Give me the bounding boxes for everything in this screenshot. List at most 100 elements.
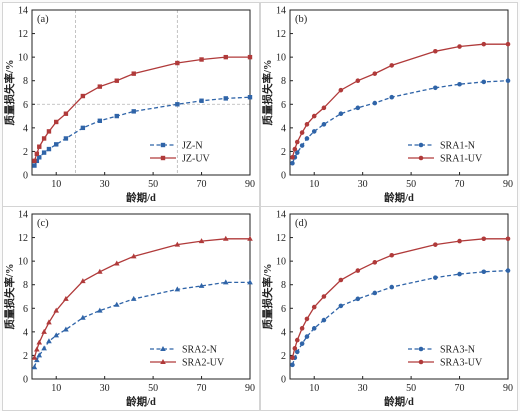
data-point-d-uv-11 <box>433 242 438 247</box>
chart-panel-d: 0 2 4 6 8 10 12 14 10 30 50 70 90 龄期/d 质量损失率/% (d) SRA3-… <box>260 206 518 411</box>
data-point-d-uv-6 <box>321 294 327 299</box>
series-d-n <box>290 268 511 368</box>
data-point-b-uv-14 <box>505 41 511 47</box>
data-point-a-uv-7 <box>80 93 86 99</box>
y-axis-label-c: 质量损失率/% <box>3 264 16 330</box>
data-point-b-n-3 <box>299 143 305 148</box>
y-tick-label-b-5: 10 <box>276 53 286 64</box>
data-point-a-uv-1 <box>34 151 40 156</box>
series-line-c-n <box>33 281 250 368</box>
data-point-a-n-2 <box>37 155 42 160</box>
x-tick-label-b-2: 50 <box>406 179 416 190</box>
data-point-a-n-13 <box>223 96 228 101</box>
data-point-d-uv-8 <box>355 268 361 273</box>
x-tick-label-a-0: 10 <box>51 179 61 190</box>
legend-marker-d-n <box>418 346 424 352</box>
y-axis-label-a: 质量损失率/% <box>3 60 16 126</box>
data-point-b-uv-13 <box>481 41 487 47</box>
plot-frame-c <box>31 213 251 380</box>
data-point-d-n-0 <box>290 362 295 368</box>
data-point-c-uv-13 <box>222 235 229 241</box>
x-tick-label-d-0: 10 <box>309 383 319 394</box>
y-tick-label-d-1: 2 <box>281 351 286 362</box>
data-point-a-n-7 <box>80 125 86 131</box>
y-tick-label-c-2: 4 <box>23 327 28 338</box>
series-b-n <box>290 78 511 166</box>
chart-b-svg: 0 2 4 6 8 10 12 14 10 30 50 70 90 龄期/d 质量损失率/% (b) SRA1-… <box>260 2 518 207</box>
data-point-a-uv-4 <box>46 129 52 134</box>
chart-panel-b: 0 2 4 6 8 10 12 14 10 30 50 70 90 龄期/d 质量损失率/% (b) SRA1-… <box>260 2 518 207</box>
panel-b-background <box>260 2 518 207</box>
data-point-d-n-8 <box>355 296 361 302</box>
legend-d: SRA3-N SRA3-UV <box>408 345 483 369</box>
x-tick-label-a-4: 90 <box>245 179 255 190</box>
legend-a: JZ-N JZ-UV <box>150 141 211 165</box>
data-point-a-uv-13 <box>223 54 228 60</box>
series-line-b-n <box>291 80 509 164</box>
x-tick-label-d-4: 90 <box>503 383 513 394</box>
data-point-c-uv-0 <box>31 354 38 360</box>
data-point-d-uv-7 <box>338 277 344 283</box>
data-point-d-n-6 <box>321 317 327 323</box>
legend-label-d-uv: SRA3-UV <box>440 358 483 369</box>
legend-label-c-n: SRA2-N <box>182 345 217 356</box>
data-point-a-uv-0 <box>32 158 37 164</box>
data-point-c-uv-2 <box>36 339 43 345</box>
data-point-d-uv-9 <box>372 260 378 265</box>
data-point-c-uv-7 <box>80 278 86 284</box>
data-point-c-n-0 <box>31 364 38 370</box>
data-point-b-n-2 <box>294 150 300 155</box>
y-tick-label-a-6: 12 <box>18 29 28 40</box>
data-point-c-uv-11 <box>174 241 181 247</box>
data-point-c-n-3 <box>41 345 47 351</box>
data-point-b-n-5 <box>311 129 317 134</box>
data-point-b-uv-11 <box>433 48 438 54</box>
data-point-d-n-11 <box>433 275 438 280</box>
data-point-a-n-8 <box>97 118 103 123</box>
data-point-d-uv-0 <box>290 355 295 361</box>
y-tick-label-a-0: 0 <box>23 171 28 182</box>
y-axis-label-b: 质量损失率/% <box>261 60 274 126</box>
legend-marker-a-uv <box>160 155 166 161</box>
data-point-c-uv-3 <box>41 328 47 334</box>
y-axis-label-d: 质量损失率/% <box>261 264 274 330</box>
data-point-a-n-12 <box>199 98 204 103</box>
x-tick-label-b-1: 30 <box>358 179 368 190</box>
x-tick-label-d-3: 70 <box>455 383 465 394</box>
data-point-d-uv-2 <box>294 337 300 343</box>
data-point-c-n-12 <box>198 282 205 288</box>
y-tick-label-d-0: 0 <box>281 375 286 386</box>
data-point-c-n-13 <box>222 279 229 285</box>
data-point-d-n-7 <box>338 303 344 309</box>
legend-marker-a-n <box>160 142 166 148</box>
panel-label-d: (d) <box>295 218 308 229</box>
data-point-c-n-11 <box>174 286 181 292</box>
data-point-c-uv-5 <box>53 307 60 313</box>
data-point-c-n-9 <box>113 301 120 307</box>
series-c-uv <box>31 235 253 360</box>
x-tick-label-d-2: 50 <box>406 383 416 394</box>
y-tick-label-b-2: 4 <box>281 123 286 134</box>
y-tick-label-c-7: 14 <box>18 210 28 221</box>
data-point-d-n-14 <box>505 268 511 273</box>
x-tick-label-b-0: 10 <box>309 179 319 190</box>
data-point-c-n-6 <box>63 326 69 332</box>
y-tick-label-d-7: 14 <box>276 210 286 221</box>
data-point-a-n-9 <box>114 113 119 119</box>
data-point-d-uv-12 <box>457 238 462 244</box>
plot-frame-a <box>31 9 251 176</box>
legend-c: SRA2-N SRA2-UV <box>150 345 225 369</box>
data-point-b-n-9 <box>372 100 378 106</box>
panel-label-c: (c) <box>37 218 49 229</box>
data-point-a-n-14 <box>247 95 253 100</box>
x-tick-label-c-2: 50 <box>148 383 158 394</box>
x-axis-label-b: 龄期/d <box>384 191 414 204</box>
y-tick-label-d-5: 10 <box>276 257 286 268</box>
data-point-d-uv-4 <box>304 316 310 322</box>
y-tick-label-b-3: 6 <box>281 100 286 111</box>
y-tick-label-c-3: 6 <box>23 304 28 315</box>
series-d-uv <box>290 236 511 361</box>
legend-marker-c-uv <box>160 359 166 364</box>
data-point-c-uv-10 <box>130 253 137 259</box>
